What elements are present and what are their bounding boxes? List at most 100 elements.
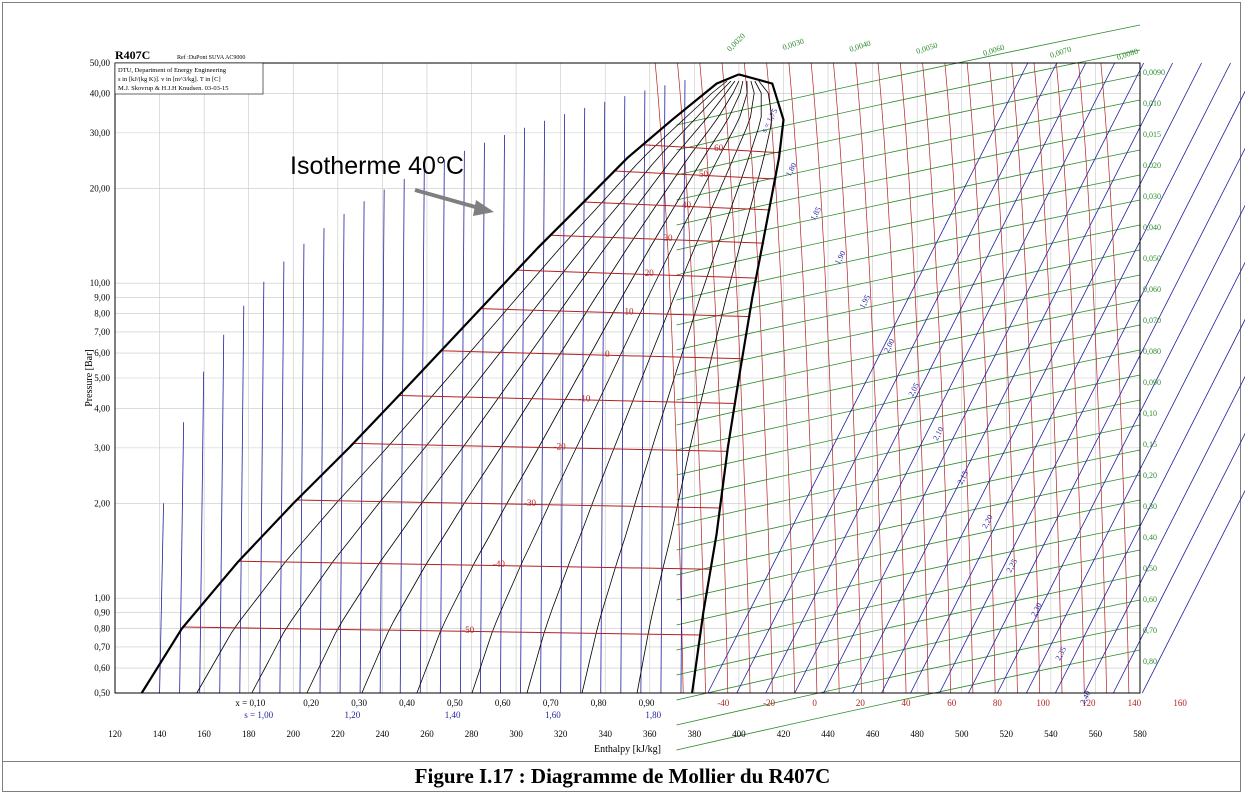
volume-side-label: 0,15 [1143,440,1157,449]
quality-label: 0,30 [351,698,367,708]
volume-side-label: 0,50 [1143,564,1157,573]
entropy-vapor-label: 1,95 [858,293,873,310]
temperature-bottom-label: 0 [812,698,817,708]
info-box [114,62,264,95]
plot-frame [114,62,1141,694]
x-tick-label: 560 [1089,729,1103,739]
saturated-liquid-line [140,73,740,694]
volume-side-label: 0,20 [1143,471,1157,480]
x-tick-label: 400 [732,729,746,739]
volume-side-label: 0,10 [1143,409,1157,418]
liquid-entropy-line [279,261,285,694]
info-line: s in [kJ/(kg K)]. v in [m^3/kg]. T in [C… [118,76,221,83]
vapor-isotherm [699,62,729,694]
entropy-line [852,62,1173,694]
liquid-entropy-line [299,243,305,694]
y-tick-label: 50,00 [90,58,111,68]
x-tick-label: 300 [509,729,523,739]
quality-label: 0,80 [591,698,607,708]
entropy-vapor-label: s = 1,75 [759,107,779,134]
entropy-line [823,62,1144,694]
y-tick-label: 9,00 [94,293,110,303]
entropy-vapor-label: 1,90 [833,249,848,266]
x-tick-label: 140 [153,729,167,739]
temperature-bottom-label: 20 [856,698,866,708]
x-tick-label: 520 [1000,729,1014,739]
entropy-bottom-label: 1,80 [645,710,661,720]
isotherm-label: 40 [682,200,692,210]
isotherm-label: 10 [625,307,635,317]
volume-line [676,74,1141,176]
volume-line [676,24,1141,126]
entropy-line [939,90,1245,694]
liquid-entropy-line [620,96,626,694]
caption-divider [2,761,1241,762]
temperature-bottom-label: 100 [1036,698,1050,708]
x-tick-label: 360 [643,729,657,739]
figure-caption: Figure I.17 : Diagramme de Mollier du R4… [414,764,831,788]
quality-line [251,80,732,694]
liquid-entropy-line [419,168,425,694]
temperature-bottom-label: 140 [1128,698,1142,708]
y-tick-label: 0,60 [94,663,110,673]
volume-line [676,299,1141,401]
vapor-isotherm [922,62,951,694]
liquid-entropy-line [359,201,365,694]
liquid-entropy-line [459,150,465,694]
x-tick-label: 160 [197,729,211,739]
quality-line [581,80,762,694]
vapor-isotherm [810,62,840,694]
isotherm-line [583,201,771,211]
entropy-line [1055,318,1245,694]
entropy-line [1141,489,1245,694]
liquid-entropy-line [239,305,245,694]
entropy-line [1112,432,1245,694]
entropy-bottom-label: 1,40 [445,710,461,720]
x-tick-label: 340 [598,729,612,739]
x-tick-label: 540 [1044,729,1058,739]
isotherm-line [296,499,722,509]
quality-label: 0,20 [303,698,319,708]
quality-line [306,80,736,694]
y-tick-label: 3,00 [94,443,110,453]
volume-side-label: 0,030 [1143,192,1161,201]
quality-line [416,80,744,694]
quality-line [636,80,773,694]
volume-side-label: 0,80 [1143,657,1157,666]
y-axis-label: Pressure [Bar] [84,349,95,406]
vapor-isotherm [1033,62,1063,694]
volume-line [676,424,1141,526]
volume-side-label: 0,090 [1143,378,1161,387]
isotherm-label: 30 [664,233,674,243]
liquid-entropy-line [179,422,185,694]
x-tick-label: 500 [955,729,969,739]
x-tick-label: 280 [465,729,479,739]
vapor-isotherm [1055,62,1085,694]
volume-top-label: 0,0070 [1049,45,1073,60]
saturated-vapor-line [691,73,785,694]
isotherm-label: 60 [714,143,724,153]
info-line: M.J. Skovrup & H.J.H Knudsen. 03-03-15 [118,85,229,92]
volume-line [676,574,1141,676]
isotherm-line [183,626,702,636]
quality-label: 0,40 [399,698,415,708]
x-tick-label: 180 [242,729,256,739]
y-tick-label: 30,00 [90,128,111,138]
volume-line [676,649,1141,751]
isotherm-line [516,269,758,279]
entropy-line [881,62,1202,694]
quality-label: 0,50 [447,698,463,708]
quality-line [526,80,755,694]
liquid-entropy-line [379,189,385,694]
vapor-isotherm [721,62,751,694]
entropy-line [997,204,1245,694]
volume-side-label: 0,30 [1143,502,1157,511]
isotherm-line [353,442,729,452]
vapor-isotherm [989,62,1018,694]
entropy-vapor-label: 2,20 [980,513,995,530]
vapor-isotherm [877,62,907,694]
quality-label: 0,60 [495,698,511,708]
annotation-arrow-shaft [414,188,487,212]
temperature-bottom-label: 60 [947,698,957,708]
vapor-isotherm [1100,62,1130,694]
